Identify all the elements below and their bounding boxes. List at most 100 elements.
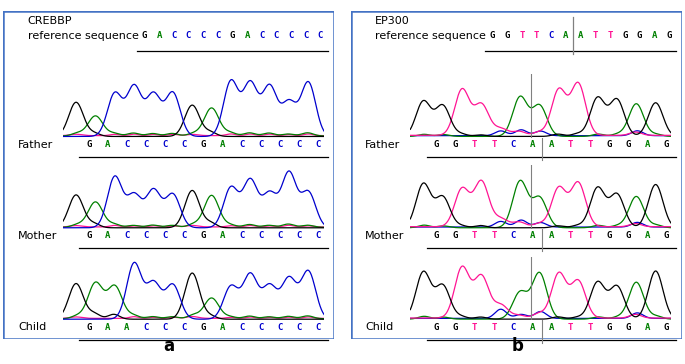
Text: G: G [606, 140, 612, 149]
Text: reference sequence: reference sequence [27, 31, 138, 41]
Text: T: T [472, 140, 477, 149]
Text: C: C [258, 140, 264, 149]
Text: C: C [297, 232, 301, 240]
Text: C: C [201, 31, 206, 40]
Text: G: G [606, 323, 612, 332]
Text: Father: Father [365, 139, 401, 150]
Text: G: G [201, 140, 206, 149]
Text: A: A [105, 140, 110, 149]
Text: G: G [490, 31, 495, 40]
Text: C: C [274, 31, 279, 40]
Text: A: A [549, 140, 554, 149]
Text: G: G [453, 140, 458, 149]
Text: C: C [510, 323, 516, 332]
Text: Mother: Mother [18, 231, 58, 241]
Text: A: A [157, 31, 162, 40]
Text: T: T [608, 31, 613, 40]
Text: C: C [259, 31, 264, 40]
Text: C: C [182, 140, 187, 149]
Text: C: C [258, 232, 264, 240]
Text: A: A [220, 232, 225, 240]
Text: T: T [491, 323, 497, 332]
Text: C: C [143, 232, 149, 240]
Text: T: T [593, 31, 598, 40]
Text: A: A [645, 232, 650, 240]
Text: G: G [229, 31, 235, 40]
Text: reference sequence: reference sequence [375, 31, 486, 41]
Text: T: T [491, 232, 497, 240]
Text: G: G [664, 140, 669, 149]
Text: A: A [220, 140, 225, 149]
Text: C: C [315, 323, 321, 332]
Text: C: C [143, 323, 149, 332]
Text: A: A [578, 31, 584, 40]
Text: C: C [510, 232, 516, 240]
Text: T: T [568, 323, 573, 332]
Text: T: T [472, 232, 477, 240]
Text: G: G [664, 323, 669, 332]
Text: A: A [645, 323, 650, 332]
Text: A: A [645, 140, 650, 149]
Text: A: A [549, 232, 554, 240]
Text: T: T [587, 140, 593, 149]
Text: CREBBP: CREBBP [27, 16, 72, 26]
Text: C: C [277, 140, 282, 149]
Text: G: G [201, 232, 206, 240]
Text: Child: Child [18, 322, 46, 332]
Text: Mother: Mother [365, 231, 405, 241]
Text: T: T [519, 31, 525, 40]
Text: C: C [277, 323, 282, 332]
FancyBboxPatch shape [351, 11, 682, 339]
Text: C: C [143, 140, 149, 149]
Text: b: b [511, 337, 523, 355]
Text: T: T [568, 140, 573, 149]
Text: C: C [162, 140, 168, 149]
Text: G: G [434, 232, 439, 240]
Text: A: A [651, 31, 657, 40]
Text: A: A [530, 140, 535, 149]
Text: C: C [549, 31, 554, 40]
Text: EP300: EP300 [375, 16, 410, 26]
Text: T: T [491, 140, 497, 149]
Text: G: G [453, 323, 458, 332]
Text: G: G [201, 323, 206, 332]
Text: C: C [124, 140, 129, 149]
Text: G: G [625, 232, 631, 240]
Text: C: C [239, 323, 245, 332]
Text: G: G [667, 31, 671, 40]
Text: T: T [534, 31, 539, 40]
Text: A: A [563, 31, 569, 40]
Text: C: C [215, 31, 221, 40]
Text: G: G [622, 31, 627, 40]
Text: G: G [625, 323, 631, 332]
Text: A: A [124, 323, 129, 332]
Text: C: C [297, 140, 301, 149]
Text: G: G [86, 232, 91, 240]
Text: C: C [182, 323, 187, 332]
Text: T: T [472, 323, 477, 332]
Text: C: C [303, 31, 308, 40]
Text: A: A [549, 323, 554, 332]
Text: G: G [434, 140, 439, 149]
Text: A: A [105, 232, 110, 240]
Text: A: A [530, 323, 535, 332]
Text: G: G [86, 140, 91, 149]
Text: C: C [162, 323, 168, 332]
Text: G: G [606, 232, 612, 240]
Text: G: G [664, 232, 669, 240]
Text: C: C [124, 232, 129, 240]
Text: C: C [258, 323, 264, 332]
Text: G: G [453, 232, 458, 240]
Text: C: C [182, 232, 187, 240]
FancyBboxPatch shape [3, 11, 334, 339]
Text: G: G [637, 31, 643, 40]
Text: C: C [315, 140, 321, 149]
Text: C: C [162, 232, 168, 240]
Text: C: C [315, 232, 321, 240]
Text: G: G [434, 323, 439, 332]
Text: a: a [164, 337, 175, 355]
Text: G: G [504, 31, 510, 40]
Text: Child: Child [365, 322, 393, 332]
Text: T: T [568, 232, 573, 240]
Text: C: C [288, 31, 294, 40]
